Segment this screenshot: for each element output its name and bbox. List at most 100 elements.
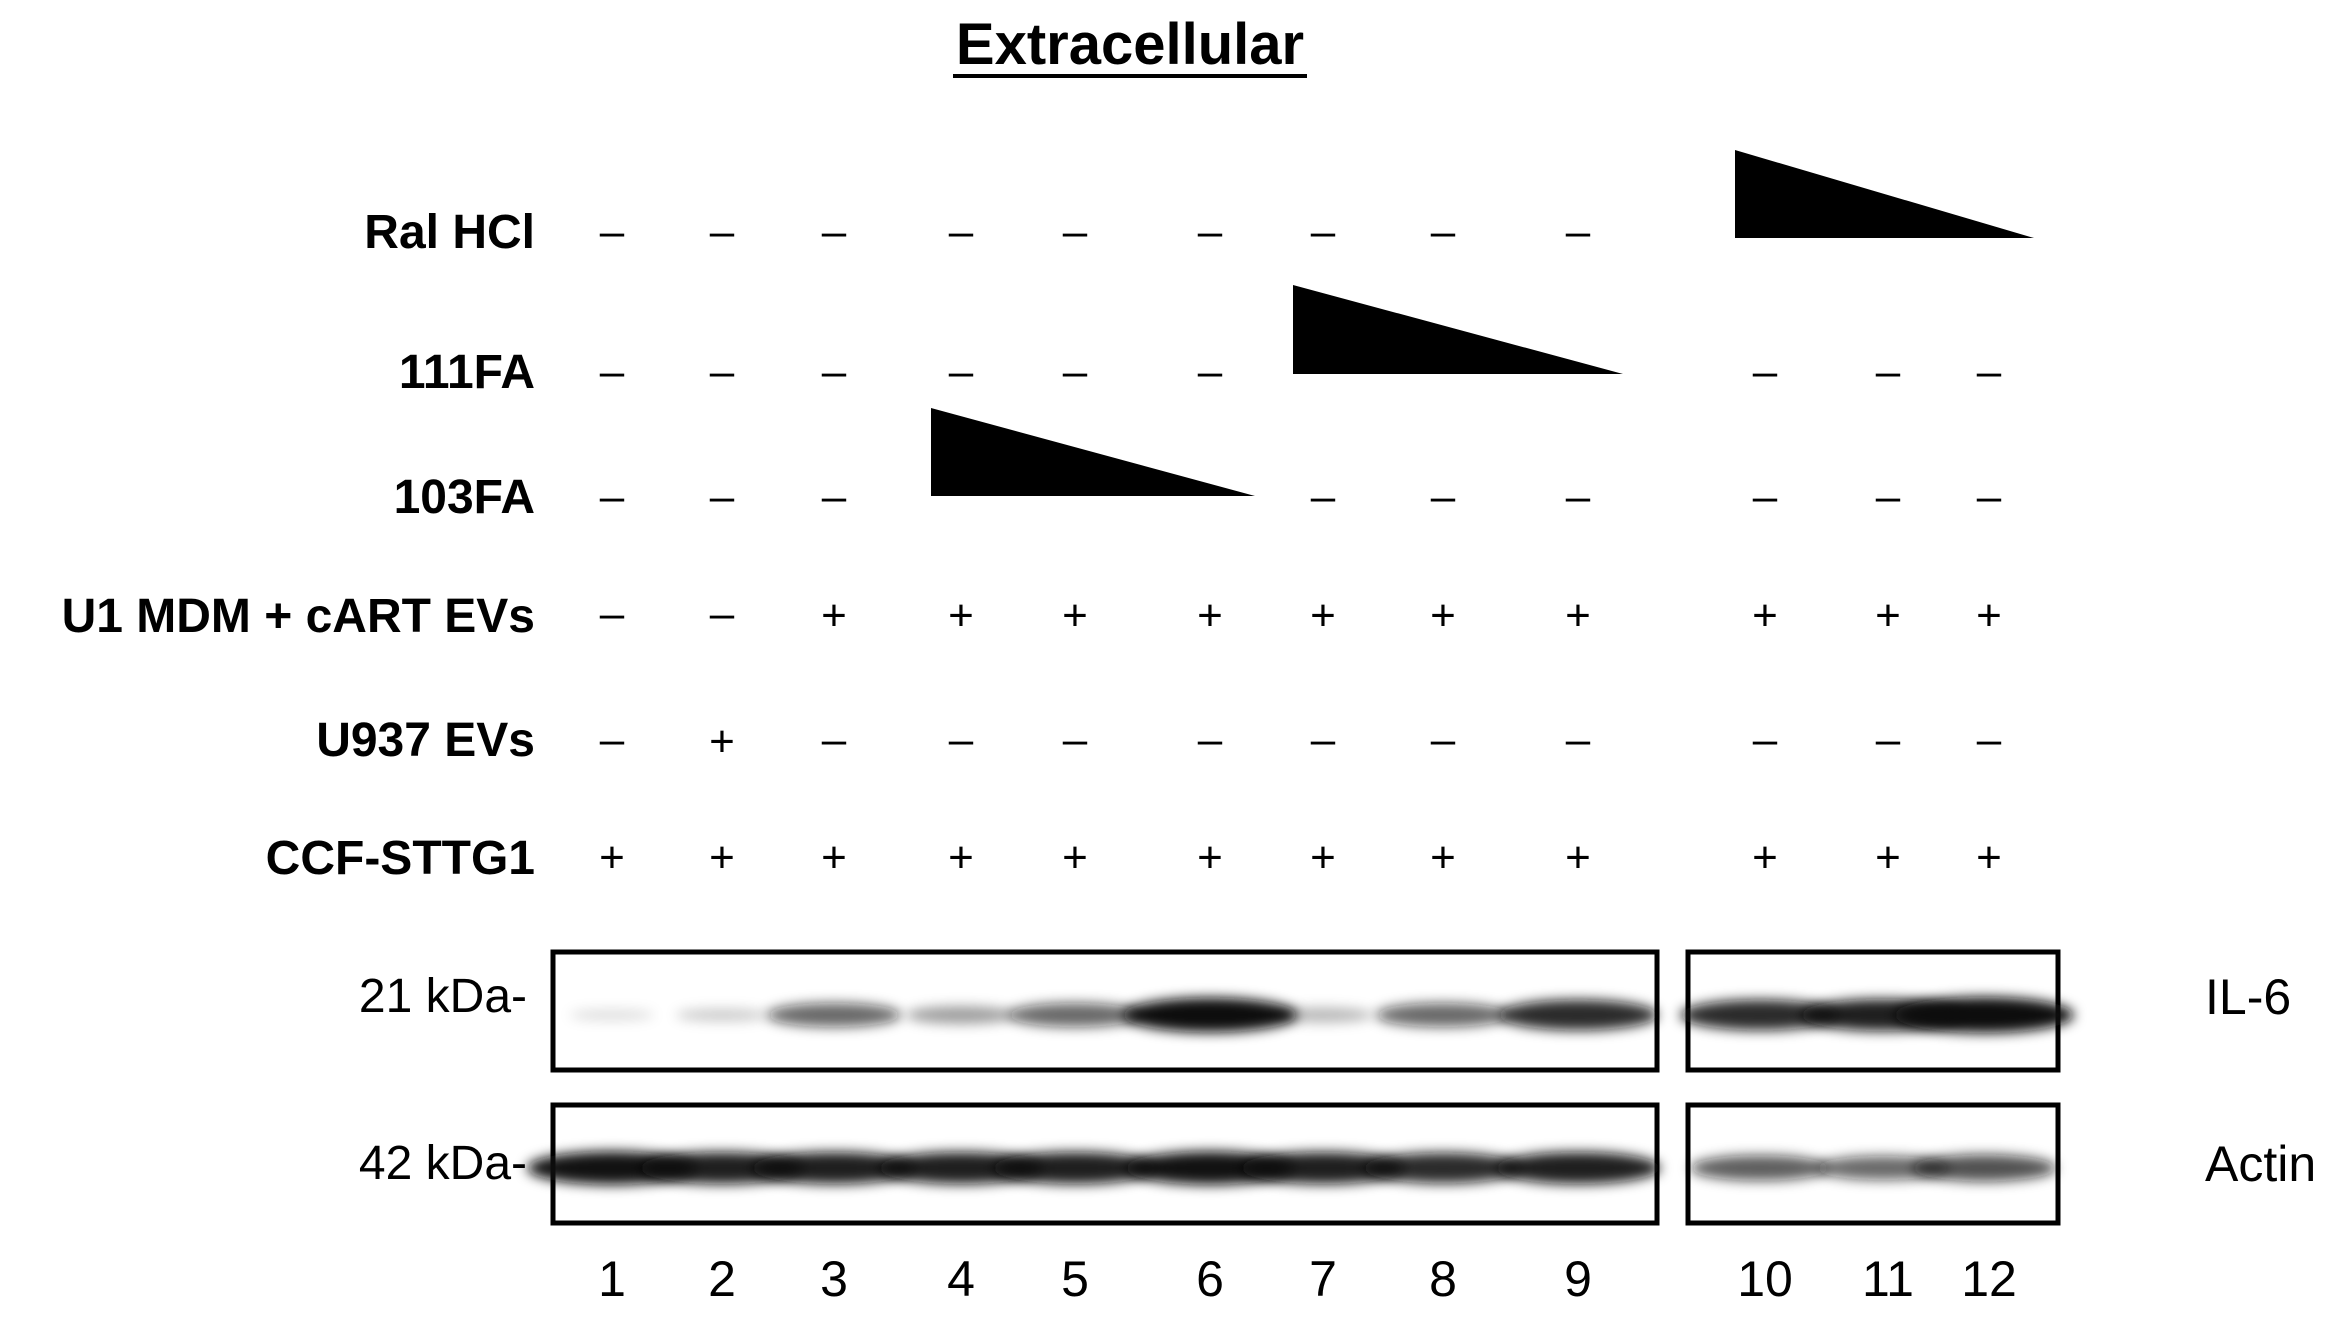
plus-sign: + xyxy=(948,591,974,640)
minus-sign: – xyxy=(1566,715,1591,764)
plus-sign: + xyxy=(1197,591,1223,640)
il6-marker-label: 21 kDa- xyxy=(359,970,527,1023)
actin-marker-label: 42 kDa- xyxy=(359,1137,527,1190)
il6-band xyxy=(1007,1002,1143,1028)
minus-sign: – xyxy=(1063,207,1088,256)
minus-sign: – xyxy=(1977,472,2002,521)
minus-sign: – xyxy=(710,347,735,396)
minus-sign: – xyxy=(1198,715,1223,764)
minus-sign: – xyxy=(600,472,625,521)
row-label-103fa: 103FA xyxy=(394,471,535,524)
minus-sign: – xyxy=(949,207,974,256)
lane-number: 12 xyxy=(1961,1251,2017,1307)
actin-band xyxy=(1815,1155,1951,1181)
row-label-u937-evs: U937 EVs xyxy=(316,714,535,767)
lane-number: 8 xyxy=(1429,1251,1457,1307)
plus-sign: + xyxy=(1430,833,1456,882)
lane-number: 11 xyxy=(1862,1251,1914,1307)
minus-sign: – xyxy=(1753,472,1778,521)
il6-band xyxy=(1498,999,1658,1031)
minus-sign: – xyxy=(1198,347,1223,396)
actin-band xyxy=(1911,1154,2057,1182)
minus-sign: – xyxy=(710,472,735,521)
minus-sign: – xyxy=(1566,207,1591,256)
actin-protein-label: Actin xyxy=(2205,1136,2316,1192)
minus-sign: – xyxy=(1753,715,1778,764)
minus-sign: – xyxy=(1876,715,1901,764)
minus-sign: – xyxy=(1311,472,1336,521)
il6-band xyxy=(906,1006,1016,1024)
minus-sign: – xyxy=(949,715,974,764)
minus-sign: – xyxy=(949,347,974,396)
plus-sign: + xyxy=(1430,591,1456,640)
actin-band xyxy=(1495,1151,1661,1185)
lane-number: 3 xyxy=(820,1251,848,1307)
plus-sign: + xyxy=(1976,833,2002,882)
minus-sign: – xyxy=(600,207,625,256)
lane-numbers: 1 2 3 4 5 6 7 8 9 10 11 12 xyxy=(598,1251,2017,1307)
il6-panel-left-frame xyxy=(550,949,1660,1073)
lane-number: 7 xyxy=(1309,1251,1337,1307)
minus-sign: – xyxy=(710,207,735,256)
minus-sign: – xyxy=(1431,472,1456,521)
il6-band xyxy=(1122,997,1298,1033)
lane-number: 2 xyxy=(708,1251,736,1307)
row-label-ccf-sttg1: CCF-STTG1 xyxy=(266,832,535,885)
plus-sign: + xyxy=(709,717,735,766)
minus-sign: – xyxy=(1753,347,1778,396)
dose-gradients xyxy=(931,150,2034,496)
il6-band xyxy=(1375,1002,1511,1028)
plus-sign: + xyxy=(1875,833,1901,882)
minus-sign: – xyxy=(600,589,625,638)
minus-sign: – xyxy=(710,589,735,638)
lane-number: 6 xyxy=(1196,1251,1224,1307)
plus-sign: + xyxy=(1310,833,1336,882)
minus-sign: – xyxy=(1063,715,1088,764)
minus-sign: – xyxy=(1977,715,2002,764)
lane-number: 5 xyxy=(1061,1251,1089,1307)
plus-sign: + xyxy=(599,833,625,882)
plus-sign: + xyxy=(709,833,735,882)
lane-number: 1 xyxy=(598,1251,626,1307)
actin-band xyxy=(1690,1155,1830,1181)
plus-sign: + xyxy=(1197,833,1223,882)
actin-band xyxy=(1240,1151,1406,1185)
minus-sign: – xyxy=(1977,347,2002,396)
plus-sign: + xyxy=(1062,833,1088,882)
minus-sign: – xyxy=(1431,207,1456,256)
il6-band xyxy=(766,1002,902,1028)
plus-sign: + xyxy=(1062,591,1088,640)
plus-sign: + xyxy=(1976,591,2002,640)
il6-band xyxy=(676,1008,768,1022)
il6-band xyxy=(1894,997,2074,1033)
plus-sign: + xyxy=(948,833,974,882)
row-label-ral-hcl: Ral HCl xyxy=(364,206,535,259)
minus-sign: – xyxy=(1566,472,1591,521)
minus-sign: – xyxy=(1198,207,1223,256)
plus-sign: + xyxy=(1310,591,1336,640)
minus-sign: – xyxy=(1311,715,1336,764)
row-label-u1-mdm-cart-evs: U1 MDM + cART EVs xyxy=(62,590,535,643)
dose-gradient-wedge xyxy=(1293,285,1623,374)
figure-title: Extracellular xyxy=(956,12,1304,77)
lane-number: 4 xyxy=(947,1251,975,1307)
minus-sign: – xyxy=(600,347,625,396)
il6-protein-label: IL-6 xyxy=(2205,969,2291,1025)
blot-bands xyxy=(527,997,2074,1185)
actin-band xyxy=(1125,1151,1295,1185)
minus-sign: – xyxy=(822,715,847,764)
actin-band xyxy=(992,1151,1158,1185)
dose-gradient-wedge xyxy=(931,408,1255,496)
actin-band xyxy=(1363,1152,1523,1184)
minus-sign: – xyxy=(822,472,847,521)
plus-sign: + xyxy=(1565,833,1591,882)
actin-panel-right-frame xyxy=(1685,1102,2061,1226)
minus-sign: – xyxy=(1311,207,1336,256)
lane-number: 9 xyxy=(1564,1251,1592,1307)
plus-sign: + xyxy=(1565,591,1591,640)
plus-sign: + xyxy=(1752,591,1778,640)
actin-band xyxy=(878,1151,1044,1185)
actin-band xyxy=(751,1151,917,1185)
minus-sign: – xyxy=(822,347,847,396)
minus-sign: – xyxy=(822,207,847,256)
